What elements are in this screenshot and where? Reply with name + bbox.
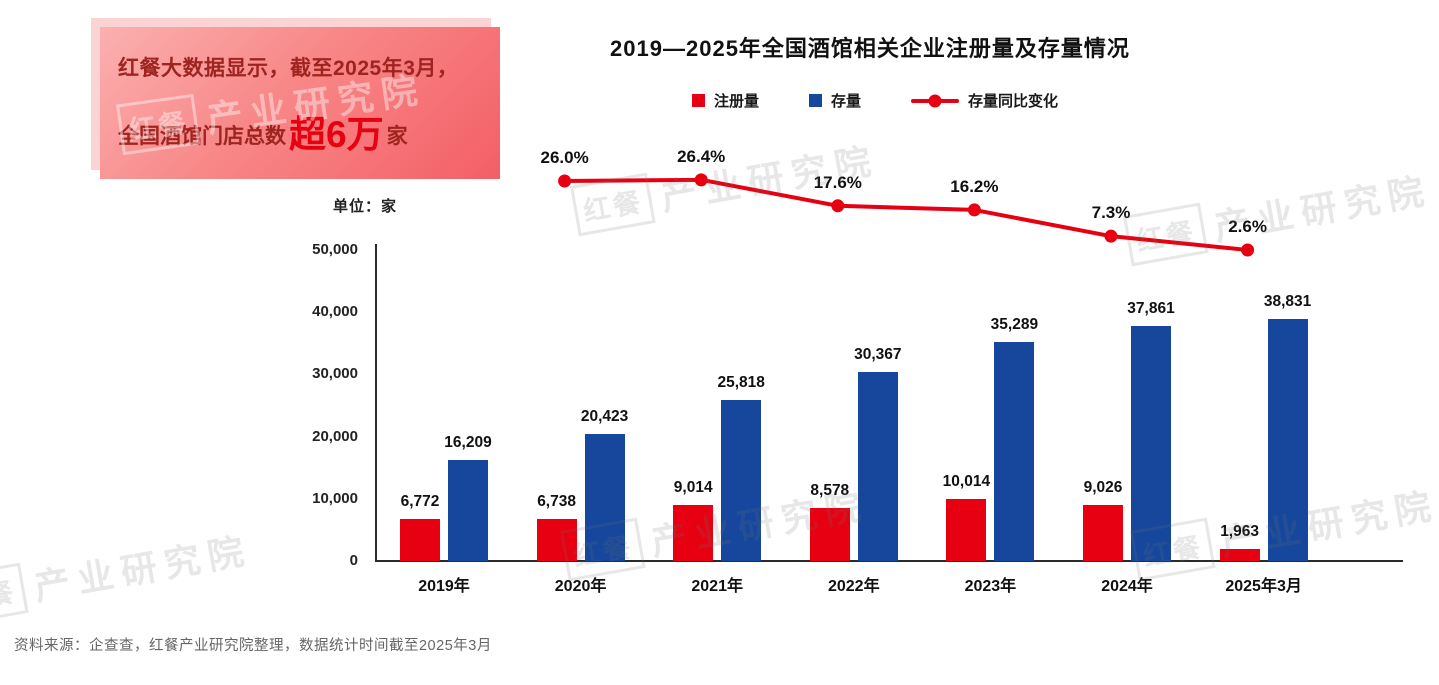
x-axis-label: 2025年3月 (1225, 578, 1302, 595)
x-axis-label: 2024年 (1101, 578, 1153, 595)
trend-point (831, 199, 845, 213)
trend-value-label: 16.2% (950, 177, 998, 196)
trend-point (1104, 229, 1118, 243)
bar-value-stock: 20,423 (580, 407, 629, 425)
bar-value-registrations: 9,026 (1083, 478, 1123, 496)
trend-point (967, 203, 981, 217)
callout-line2-suffix: 家 (386, 125, 408, 148)
bar-stock (448, 460, 488, 561)
bar-value-stock: 16,209 (444, 434, 492, 452)
trend-value-label: 7.3% (1092, 203, 1131, 222)
source-note: 资料来源：企查查，红餐产业研究院整理，数据统计时间截至2025年3月 (14, 638, 492, 654)
x-axis-label: 2022年 (827, 578, 880, 595)
legend-item-yoy: 存量同比变化 (911, 90, 1058, 111)
bar-value-stock: 37,861 (1127, 299, 1175, 317)
stock-swatch-icon (808, 94, 822, 107)
bar-value-stock: 35,289 (990, 315, 1039, 333)
bar-value-registrations: 9,014 (673, 478, 713, 496)
trend-point (1241, 243, 1255, 257)
callout-line2: 全国酒馆门店总数超6万家 (118, 116, 478, 153)
bar-value-registrations: 8,578 (810, 481, 850, 499)
bar-value-registrations: 10,014 (942, 472, 991, 490)
callout-box: 红餐大数据显示，截至2025年3月， 全国酒馆门店总数超6万家 (91, 18, 500, 179)
bar-value-stock: 25,818 (717, 374, 765, 392)
y-axis-tick-label: 20,000 (312, 427, 358, 445)
bar-value-registrations: 6,738 (537, 493, 576, 511)
callout-front-layer: 红餐大数据显示，截至2025年3月， 全国酒馆门店总数超6万家 (100, 27, 500, 179)
bar-registrations (673, 504, 714, 561)
bar-registrations (1219, 548, 1260, 561)
bar-stock (1267, 319, 1308, 561)
legend-label-yoy: 存量同比变化 (968, 93, 1059, 110)
bar-registrations (946, 498, 987, 561)
trend-line (564, 177, 1248, 253)
y-axis-tick-label: 40,000 (312, 303, 358, 321)
x-axis-label: 2021年 (691, 578, 743, 595)
chart-legend: 注册量 存量 存量同比变化 (490, 90, 1260, 111)
callout-highlight: 超6万 (289, 114, 384, 155)
bar-registrations (1083, 504, 1123, 561)
y-axis-line (375, 244, 377, 562)
x-axis-label: 2023年 (964, 578, 1017, 595)
x-axis-label: 2020年 (554, 578, 607, 595)
bar-stock (721, 400, 762, 561)
trend-value-label: 26.4% (677, 147, 725, 166)
bar-value-registrations: 6,772 (400, 492, 440, 510)
callout-line2-prefix: 全国酒馆门店总数 (118, 125, 286, 148)
legend-item-stock: 存量 (808, 90, 861, 111)
legend-label-stock: 存量 (830, 93, 861, 110)
y-axis-tick-label: 30,000 (312, 365, 358, 383)
callout-line1: 红餐大数据显示，截至2025年3月， (118, 57, 459, 80)
chart-title: 2019—2025年全国酒馆相关企业注册量及存量情况 (610, 36, 1130, 61)
bar-value-stock: 30,367 (854, 346, 902, 364)
bar-stock (584, 433, 625, 561)
y-axis-tick-label: 0 (349, 552, 358, 569)
axis-unit-label: 单位：家 (333, 198, 398, 215)
bar-value-registrations: 1,963 (1220, 522, 1259, 540)
bar-registrations (400, 518, 440, 561)
yoy-dot-icon (928, 94, 942, 107)
trend-value-label: 2.6% (1228, 217, 1267, 236)
y-axis-tick-label: 50,000 (312, 241, 358, 258)
trend-value-label: 26.0% (540, 148, 588, 167)
bar-value-stock: 38,831 (1263, 293, 1312, 311)
x-axis-label: 2019年 (418, 578, 470, 595)
bar-registrations (536, 519, 577, 561)
legend-item-registrations: 注册量 (691, 90, 759, 111)
trend-value-label: 17.6% (814, 173, 862, 192)
yoy-line-swatch-icon (911, 94, 959, 107)
x-axis-line (375, 560, 1403, 562)
trend-point (694, 173, 708, 187)
bar-stock (1131, 325, 1171, 561)
legend-label-registrations: 注册量 (713, 93, 759, 110)
y-axis-tick-label: 10,000 (312, 489, 358, 507)
bar-stock (857, 372, 898, 561)
bar-stock (994, 341, 1035, 561)
registrations-swatch-icon (691, 94, 705, 107)
trend-point (558, 174, 572, 188)
bar-registrations (809, 507, 850, 561)
